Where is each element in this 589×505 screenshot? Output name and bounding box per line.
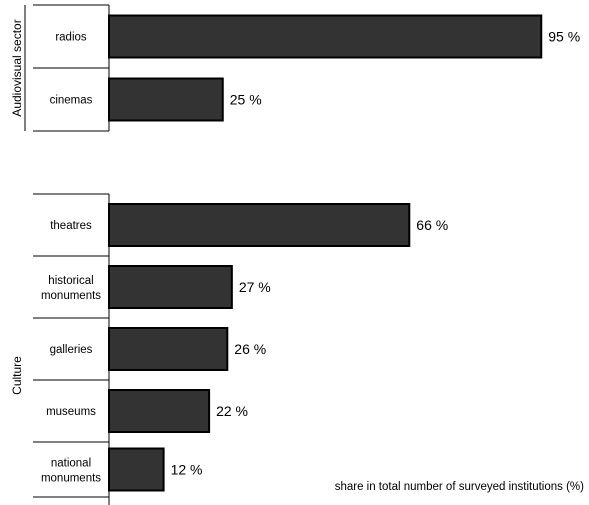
category-label: national bbox=[51, 458, 91, 470]
bar bbox=[108, 265, 233, 309]
category-label: monuments bbox=[41, 290, 101, 302]
value-label: 26 % bbox=[234, 341, 266, 357]
bar bbox=[108, 77, 224, 122]
value-label: 22 % bbox=[216, 403, 248, 419]
bar bbox=[108, 389, 211, 433]
group-label: Culture bbox=[10, 356, 24, 395]
value-label: 12 % bbox=[171, 462, 203, 478]
bar bbox=[108, 203, 411, 247]
value-label: 66 % bbox=[416, 217, 448, 233]
group-label: Audiovisual sector bbox=[10, 19, 24, 116]
bar bbox=[108, 327, 229, 371]
category-label: theatres bbox=[50, 220, 92, 232]
category-label: monuments bbox=[41, 473, 101, 485]
value-label: 27 % bbox=[239, 279, 271, 295]
bar bbox=[108, 447, 165, 492]
category-label: historical bbox=[48, 275, 93, 287]
category-label: radios bbox=[55, 32, 87, 44]
value-label: 95 % bbox=[548, 29, 580, 45]
category-label: museums bbox=[46, 406, 96, 418]
value-label: 25 % bbox=[230, 92, 262, 108]
bar bbox=[108, 14, 543, 59]
x-axis-label: share in total number of surveyed instit… bbox=[335, 481, 584, 493]
category-label: cinemas bbox=[50, 95, 93, 107]
category-label: galleries bbox=[50, 344, 93, 356]
